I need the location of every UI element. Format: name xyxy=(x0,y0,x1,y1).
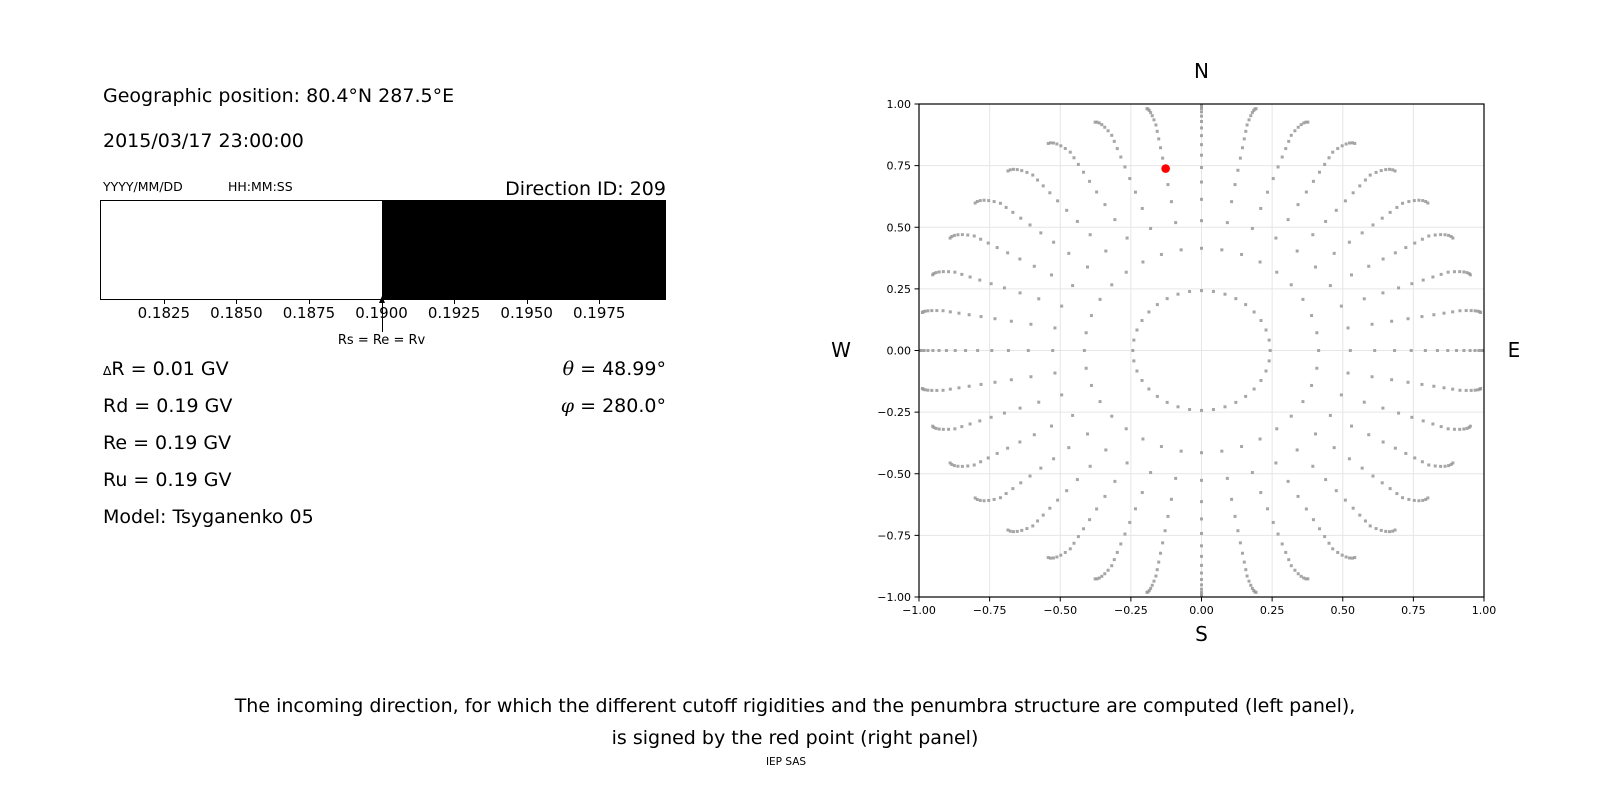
bar-tick-label: 0.1925 xyxy=(427,304,481,322)
bar-tick-label: 0.1850 xyxy=(210,304,263,322)
x-tick-label: −1.00 xyxy=(902,604,936,617)
x-tick-label: 0.00 xyxy=(1189,604,1214,617)
model-label: Model: Tsyganenko 05 xyxy=(103,506,314,528)
phi-text: = 280.0° xyxy=(574,395,666,417)
bar-tick-mark xyxy=(599,299,601,304)
datetime-label: 2015/03/17 23:00:00 xyxy=(103,130,304,152)
ru-value: Ru = 0.19 GV xyxy=(103,469,232,491)
phi-value: φ = 280.0° xyxy=(100,397,666,416)
arrow-head xyxy=(378,296,385,303)
bar-tick-label: 0.1950 xyxy=(500,304,553,322)
direction-id-label: Direction ID: 209 xyxy=(505,178,666,200)
rs-annotation: Rs = Re = Rv xyxy=(337,333,426,348)
bar-tick-mark xyxy=(236,299,238,304)
compass-north-label: N xyxy=(1194,59,1209,83)
y-tick-label: −0.25 xyxy=(877,406,911,419)
theta-value: θ = 48.99° xyxy=(100,360,666,379)
y-tick-label: 0.75 xyxy=(887,160,912,173)
x-tick-label: 0.25 xyxy=(1260,604,1285,617)
delta-r-text: R = 0.01 GV xyxy=(111,358,229,380)
x-tick-label: −0.75 xyxy=(973,604,1007,617)
x-tick-label: 0.75 xyxy=(1401,604,1426,617)
compass-west-label: W xyxy=(831,338,851,362)
penumbra-segment-forbidden xyxy=(381,201,665,299)
date-format-label: YYYY/MM/DD xyxy=(103,179,183,194)
y-tick-label: −0.50 xyxy=(877,468,911,481)
compass-south-label: S xyxy=(1195,622,1208,646)
caption-line1: The incoming direction, for which the di… xyxy=(234,695,1356,717)
theta-text: = 48.99° xyxy=(574,358,666,380)
delta-symbol: ∆ xyxy=(103,363,112,378)
theta-symbol: θ xyxy=(562,358,575,380)
red-direction-point xyxy=(1161,164,1170,173)
x-tick-label: −0.25 xyxy=(1114,604,1148,617)
direction-grid-dots xyxy=(919,104,1484,597)
y-tick-label: −0.75 xyxy=(877,529,911,542)
y-tick-label: 0.25 xyxy=(887,283,912,296)
penumbra-bar xyxy=(100,200,666,300)
time-format-label: HH:MM:SS xyxy=(228,179,293,194)
bar-tick-mark xyxy=(163,299,165,304)
x-tick-label: 1.00 xyxy=(1472,604,1497,617)
x-tick-label: −0.50 xyxy=(1043,604,1077,617)
phi-symbol: φ xyxy=(560,395,575,417)
bar-tick-mark xyxy=(308,299,310,304)
x-tick-label: 0.50 xyxy=(1331,604,1356,617)
penumbra-segment-allowed xyxy=(101,201,382,299)
bar-tick-label: 0.1975 xyxy=(572,304,626,322)
caption-line2: is signed by the red point (right panel) xyxy=(611,727,979,749)
credit-label: IEP SAS xyxy=(765,756,807,768)
re-value: Re = 0.19 GV xyxy=(103,432,232,454)
geographic-position-label: Geographic position: 80.4°N 287.5°E xyxy=(103,85,455,107)
bar-tick-mark xyxy=(526,299,528,304)
bar-tick-label: 0.1825 xyxy=(137,304,191,322)
rs-arrow xyxy=(381,302,383,332)
rd-value: Rd = 0.19 GV xyxy=(103,395,233,417)
bar-tick-label: 0.1875 xyxy=(282,304,336,322)
y-tick-label: −1.00 xyxy=(877,591,911,604)
y-tick-label: 0.00 xyxy=(887,345,912,358)
delta-r-value: ∆R = 0.01 GV xyxy=(103,360,229,379)
y-tick-label: 1.00 xyxy=(887,98,912,111)
compass-east-label: E xyxy=(1508,338,1521,362)
bar-tick-mark xyxy=(454,299,456,304)
y-tick-label: 0.50 xyxy=(887,221,912,234)
